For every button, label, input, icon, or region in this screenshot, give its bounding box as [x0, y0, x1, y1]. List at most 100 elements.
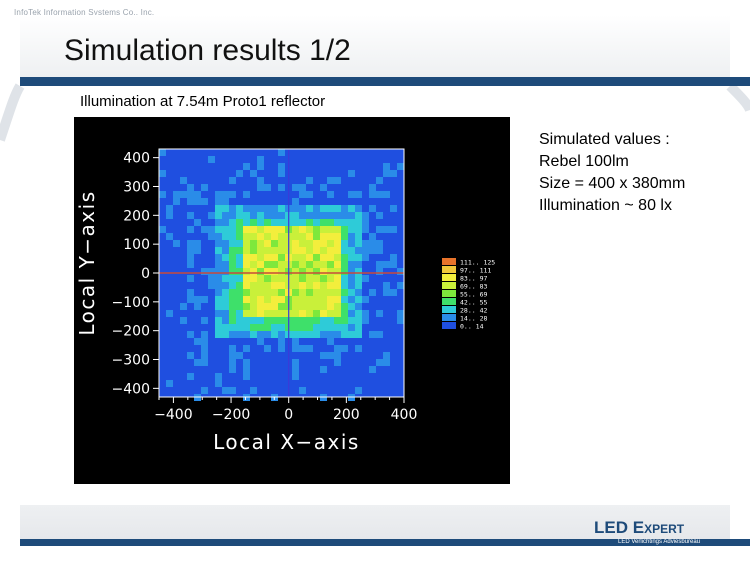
heat-cell: [229, 275, 236, 282]
heat-cell: [376, 247, 383, 254]
heat-cell: [334, 275, 341, 282]
legend-label: 0.. 14: [460, 323, 484, 331]
heat-cell: [327, 240, 334, 247]
heat-cell: [229, 177, 236, 184]
heat-cell: [194, 247, 201, 254]
heat-cell: [264, 212, 271, 219]
heat-cell: [362, 254, 369, 261]
heat-cell: [362, 226, 369, 233]
heat-cell: [299, 184, 306, 191]
heat-cell: [362, 310, 369, 317]
heat-cell: [236, 219, 243, 226]
heat-cell: [299, 226, 306, 233]
heat-cell: [264, 219, 271, 226]
heat-cell: [292, 324, 299, 331]
heat-cell: [299, 282, 306, 289]
heat-cell: [222, 387, 229, 394]
heat-cell: [271, 247, 278, 254]
note-line: Size = 400 x 380mm: [539, 175, 686, 192]
heat-cell: [292, 261, 299, 268]
heat-cell: [306, 324, 313, 331]
heat-cell: [355, 212, 362, 219]
heat-cell: [313, 317, 320, 324]
heat-cell: [229, 289, 236, 296]
heat-cell: [243, 359, 250, 366]
heat-cell: [341, 282, 348, 289]
heat-cell: [341, 268, 348, 275]
heat-cell: [376, 191, 383, 198]
heat-cell: [292, 366, 299, 373]
heat-cell: [355, 205, 362, 212]
slide-title: Simulation results 1/2: [64, 34, 351, 67]
heat-cell: [320, 275, 327, 282]
heat-cell: [229, 219, 236, 226]
heat-cell: [278, 184, 285, 191]
heat-cell: [313, 324, 320, 331]
heat-cell: [271, 275, 278, 282]
heat-cell: [327, 317, 334, 324]
heat-cell: [327, 219, 334, 226]
y-tick-label: 300: [123, 179, 150, 195]
heat-cell: [250, 247, 257, 254]
heat-cell: [229, 247, 236, 254]
heat-cell: [327, 282, 334, 289]
heat-cell: [250, 254, 257, 261]
y-tick-label: 0: [141, 266, 150, 282]
heat-cell: [334, 359, 341, 366]
heat-cell: [278, 282, 285, 289]
heat-cell: [355, 282, 362, 289]
heat-cell: [229, 296, 236, 303]
heat-cell: [355, 275, 362, 282]
heat-cell: [222, 226, 229, 233]
heat-cell: [313, 247, 320, 254]
heat-cell: [369, 233, 376, 240]
heat-cell: [243, 261, 250, 268]
heat-cell: [208, 212, 215, 219]
heat-cell: [390, 254, 397, 261]
heat-cell: [320, 331, 327, 338]
heat-cell: [201, 387, 208, 394]
heat-cell: [208, 156, 215, 163]
heat-cell: [229, 387, 236, 394]
heat-cell: [376, 240, 383, 247]
heat-cell: [257, 205, 264, 212]
heat-cell: [348, 324, 355, 331]
heat-cell: [229, 310, 236, 317]
heat-cell: [320, 317, 327, 324]
heat-cell: [222, 191, 229, 198]
legend-label: 28.. 42: [460, 307, 487, 315]
heat-cell: [257, 212, 264, 219]
heat-cell: [397, 268, 404, 275]
heat-cell: [236, 233, 243, 240]
led-expert-logo: LED Expert: [594, 518, 684, 538]
heat-cell: [299, 303, 306, 310]
heat-cell: [348, 254, 355, 261]
y-tick-label: −300: [112, 353, 150, 369]
heat-cell: [173, 240, 180, 247]
heat-cell: [208, 226, 215, 233]
heat-cell: [180, 191, 187, 198]
heat-cell: [292, 275, 299, 282]
heat-cell: [215, 317, 222, 324]
heat-cell: [390, 205, 397, 212]
heat-cell: [334, 310, 341, 317]
heat-cell: [236, 275, 243, 282]
heat-cell: [173, 191, 180, 198]
heat-cell: [264, 247, 271, 254]
heat-cell: [187, 191, 194, 198]
heat-cell: [229, 191, 236, 198]
heat-cell: [194, 303, 201, 310]
heat-cell: [194, 240, 201, 247]
heat-cell: [243, 366, 250, 373]
heat-cell: [313, 268, 320, 275]
heat-cell: [299, 268, 306, 275]
heat-cell: [180, 303, 187, 310]
heat-cell: [257, 303, 264, 310]
heat-cell: [271, 289, 278, 296]
heat-cell: [187, 240, 194, 247]
heat-cell: [306, 275, 313, 282]
heat-cell: [299, 261, 306, 268]
y-tick-label: −200: [112, 324, 150, 340]
heat-cell: [292, 268, 299, 275]
heat-cell: [320, 261, 327, 268]
